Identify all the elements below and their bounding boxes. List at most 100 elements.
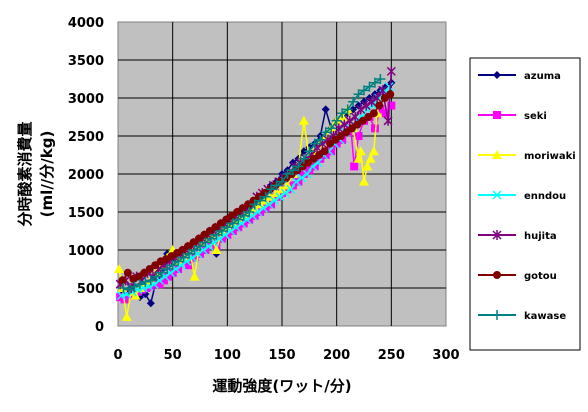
y-tick-label: 3500 xyxy=(68,54,104,69)
x-tick-label: 0 xyxy=(113,348,122,363)
legend-marker xyxy=(493,271,501,279)
data-point-gotou xyxy=(369,109,378,118)
data-point-kawase xyxy=(337,108,348,119)
data-point-kawase xyxy=(266,184,277,195)
data-point-kawase xyxy=(140,276,151,287)
data-point-enndou xyxy=(286,184,296,194)
data-point-kawase xyxy=(227,218,238,229)
data-point-kawase xyxy=(277,176,287,187)
data-point-moriwaki xyxy=(359,176,369,186)
data-point-kawase xyxy=(184,248,195,259)
data-point-seki xyxy=(327,147,336,156)
data-point-kawase xyxy=(326,123,337,134)
data-point-enndou xyxy=(302,169,312,179)
data-point-kawase xyxy=(151,271,162,282)
legend-item-enndou: enndou xyxy=(478,190,566,202)
data-point-kawase xyxy=(348,96,359,107)
data-point-kawase xyxy=(369,77,380,88)
data-point-hujita xyxy=(383,115,393,126)
data-point-hujita xyxy=(339,119,349,130)
data-point-hujita xyxy=(378,85,388,96)
y-tick-label: 4000 xyxy=(68,16,104,31)
data-point-kawase xyxy=(255,195,266,206)
legend: azuma seki moriwaki enndou hujita gotou kawase xyxy=(469,57,581,351)
data-point-azuma xyxy=(387,78,396,87)
data-point-moriwaki xyxy=(368,146,379,156)
data-point-seki xyxy=(387,101,396,110)
data-point-gotou xyxy=(123,268,132,277)
y-tick-label: 0 xyxy=(95,320,104,335)
data-point-seki xyxy=(155,280,164,289)
legend-label: seki xyxy=(524,111,547,122)
data-point-gotou xyxy=(118,276,127,285)
data-point-kawase xyxy=(162,264,173,274)
data-point-hujita xyxy=(356,104,366,115)
data-point-kawase xyxy=(320,127,331,138)
series-layer xyxy=(114,66,396,321)
data-point-moriwaki xyxy=(362,161,373,171)
data-point-moriwaki xyxy=(189,271,200,281)
data-point-kawase xyxy=(249,199,260,210)
data-point-kawase xyxy=(178,252,189,263)
y-tick-label: 3000 xyxy=(68,92,104,107)
data-point-enndou xyxy=(373,93,383,103)
x-axis-ticks: 0 50 100 150 200 250 300 xyxy=(113,348,459,363)
data-point-seki xyxy=(354,132,363,140)
y-axis-title-line2: (ml//分/kg) xyxy=(38,131,56,218)
data-point-kawase xyxy=(129,281,140,292)
data-point-kawase xyxy=(244,207,255,217)
data-point-kawase xyxy=(309,138,320,149)
legend-item-seki: seki xyxy=(478,111,547,122)
data-point-kawase xyxy=(260,191,271,202)
data-point-moriwaki xyxy=(355,146,366,156)
x-tick-label: 150 xyxy=(268,348,295,363)
data-point-kawase xyxy=(216,226,227,236)
data-point-kawase xyxy=(282,169,293,179)
data-point-enndou xyxy=(269,196,279,206)
data-point-hujita xyxy=(386,66,396,77)
data-point-enndou xyxy=(280,188,290,198)
legend-label: kawase xyxy=(524,311,566,322)
data-point-seki xyxy=(185,261,194,270)
data-point-hujita xyxy=(372,93,382,103)
data-point-hujita xyxy=(345,115,355,126)
data-point-kawase xyxy=(271,180,282,191)
legend-label: azuma xyxy=(524,71,561,82)
legend-item-moriwaki: moriwaki xyxy=(478,150,576,162)
x-tick-label: 200 xyxy=(323,348,350,363)
data-point-moriwaki xyxy=(353,153,364,163)
data-point-hujita xyxy=(361,100,371,111)
data-point-enndou xyxy=(384,82,394,92)
legend-label: enndou xyxy=(524,191,566,202)
data-point-kawase xyxy=(364,81,375,92)
data-point-hujita xyxy=(367,96,377,107)
legend-label: gotou xyxy=(524,271,557,282)
data-point-kawase xyxy=(173,256,184,267)
data-point-kawase xyxy=(287,165,298,176)
data-point-gotou xyxy=(375,101,384,110)
series-gotou xyxy=(118,90,395,285)
data-point-kawase xyxy=(118,283,129,293)
x-tick-label: 50 xyxy=(164,348,182,363)
data-point-kawase xyxy=(205,233,216,244)
data-point-kawase xyxy=(342,104,353,115)
data-point-kawase xyxy=(211,229,222,240)
y-axis-ticks: 0 500 1000 1500 2000 2500 3000 3500 4000 xyxy=(68,16,104,335)
x-tick-label: 250 xyxy=(378,348,405,363)
data-point-kawase xyxy=(222,222,233,233)
series-kawase xyxy=(118,74,386,295)
data-point-kawase xyxy=(200,237,211,248)
data-point-enndou xyxy=(291,177,301,187)
y-tick-label: 1000 xyxy=(68,244,104,259)
data-point-azuma xyxy=(321,105,330,114)
data-point-moriwaki xyxy=(211,245,222,254)
data-point-kawase xyxy=(189,245,200,255)
data-point-kawase xyxy=(145,275,156,286)
data-point-moriwaki xyxy=(365,153,376,163)
legend-marker xyxy=(492,230,502,240)
y-tick-label: 500 xyxy=(77,282,104,297)
data-point-seki xyxy=(381,109,390,118)
data-point-moriwaki xyxy=(121,311,132,321)
legend-item-gotou: gotou xyxy=(478,271,557,282)
